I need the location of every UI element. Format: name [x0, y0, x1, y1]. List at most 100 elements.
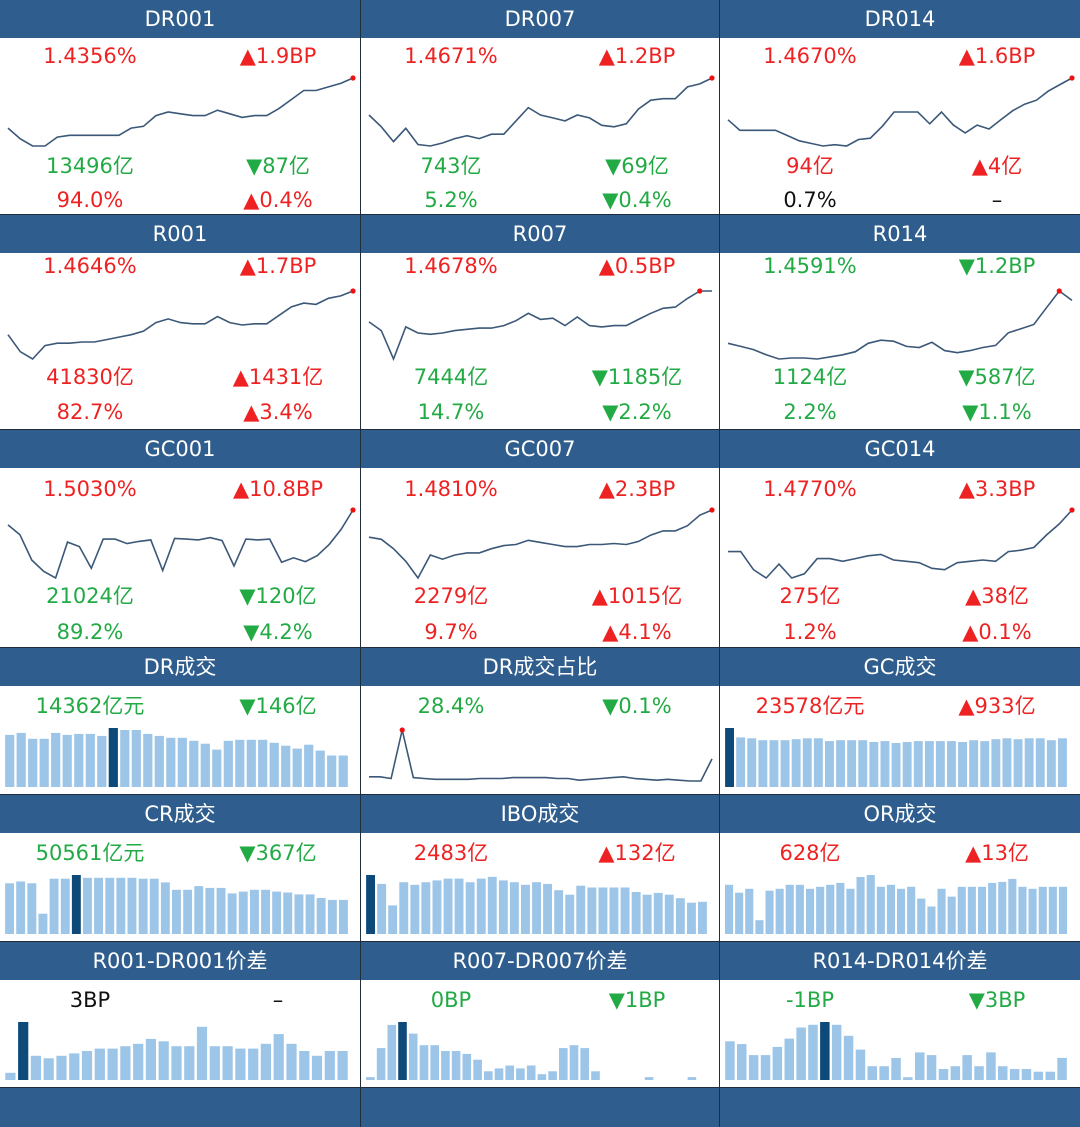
bar [315, 750, 325, 787]
bar [94, 1048, 105, 1080]
chart-dr001 [7, 75, 356, 147]
bar [725, 1041, 735, 1080]
value-primary: 41830亿 [46, 365, 134, 389]
value-primary: -1BP [785, 988, 834, 1012]
panel-r014: R014 1.4591% ▼1.2BP 1124亿 ▼587亿 2.2% ▼1.1% [720, 215, 1080, 430]
value-change: ▼0.1% [602, 694, 672, 718]
value-change: ▼0.4% [602, 188, 672, 212]
footer-bar [0, 1088, 1080, 1127]
bar [897, 888, 906, 934]
bar [337, 1051, 348, 1080]
panel-title: CR成交 [0, 795, 360, 833]
bar [205, 887, 215, 934]
panel-title: R014 [720, 215, 1080, 253]
value-primary: 9.7% [424, 620, 478, 644]
bar [548, 1071, 557, 1080]
max-point-marker [350, 507, 356, 513]
bar [806, 888, 815, 934]
value-primary: 628亿 [779, 841, 841, 865]
value-primary: 275亿 [779, 584, 841, 608]
bar [158, 1041, 169, 1080]
bar [559, 1048, 568, 1080]
panel-r007-dr007: R007-DR007价差 0BP ▼1BP [361, 942, 720, 1088]
max-point-marker [709, 75, 715, 81]
bar [998, 881, 1007, 934]
bar [377, 883, 387, 934]
bar [598, 887, 608, 934]
series-line [728, 509, 1073, 580]
value-primary: 5.2% [424, 188, 478, 212]
value-change: ▼1185亿 [591, 365, 683, 389]
bar [769, 740, 779, 787]
bar [194, 886, 204, 934]
bar [248, 1048, 259, 1080]
bar [366, 875, 375, 934]
value-primary: 82.7% [56, 400, 124, 424]
bar [858, 740, 868, 787]
max-point-marker [697, 288, 703, 294]
bar [938, 1069, 949, 1080]
footer-cell [361, 1088, 720, 1127]
value-change: ▲1.2BP [598, 44, 676, 68]
value-change: ▼1.2BP [958, 254, 1036, 278]
bar [1058, 738, 1067, 787]
bar [200, 743, 210, 787]
bar [855, 1049, 866, 1080]
bar [430, 1045, 439, 1080]
bar [748, 1055, 759, 1080]
value-change: ▼87亿 [246, 154, 310, 178]
bar [183, 889, 193, 934]
bar [926, 1055, 937, 1080]
bar [796, 1027, 806, 1080]
bar [399, 882, 409, 934]
bar [421, 882, 431, 934]
bar [39, 738, 49, 787]
bar [388, 905, 398, 934]
bar [138, 878, 148, 934]
value-change: ▲3.3BP [958, 477, 1036, 501]
chart-ibo [366, 875, 707, 934]
panel-r007: R007 1.4678% ▲0.5BP 7444亿 ▼1185亿 14.7% ▼2.2% [361, 215, 720, 430]
bar [924, 741, 934, 787]
value-primary: 1.4770% [763, 477, 857, 501]
bar [1038, 886, 1047, 934]
panel-ibo: IBO成交 2483亿 ▲132亿 [361, 795, 720, 942]
value-change: ▲13亿 [965, 841, 1029, 865]
bar [576, 885, 586, 934]
chart-r001-dr001 [5, 1022, 348, 1080]
panel-title: GC014 [720, 430, 1080, 468]
bar [387, 1024, 397, 1080]
bar [462, 1053, 472, 1080]
bar [1024, 738, 1034, 787]
bar [484, 1071, 493, 1080]
bar [473, 1059, 482, 1080]
bar [765, 890, 774, 934]
bar [758, 740, 768, 787]
panel-title: DR001 [0, 0, 360, 38]
bar [227, 893, 237, 934]
panel-title: GC007 [361, 430, 719, 468]
max-point-marker [1069, 75, 1075, 81]
bar [299, 1051, 310, 1080]
value-primary: 1.4678% [404, 254, 498, 278]
bar [339, 899, 348, 934]
bar [212, 749, 222, 787]
value-primary: 743亿 [420, 154, 482, 178]
bar [145, 1038, 156, 1080]
bar [56, 1055, 67, 1080]
bar [1002, 738, 1012, 787]
bar [94, 877, 103, 934]
bar [235, 739, 245, 787]
bar [62, 734, 72, 787]
bar [867, 1066, 877, 1080]
bar [831, 1024, 842, 1080]
bar [60, 878, 70, 934]
value-change: ▼367亿 [239, 841, 317, 865]
bar [785, 884, 794, 934]
bar [825, 741, 834, 787]
bar [223, 740, 233, 787]
chart-cr [5, 875, 348, 934]
panel-or: OR成交 628亿 ▲13亿 [720, 795, 1080, 942]
panel-title: IBO成交 [361, 795, 719, 833]
panel-dr001: DR001 1.4356% ▲1.9BP 13496亿 ▼87亿 94.0% ▲0.4% [0, 0, 361, 215]
